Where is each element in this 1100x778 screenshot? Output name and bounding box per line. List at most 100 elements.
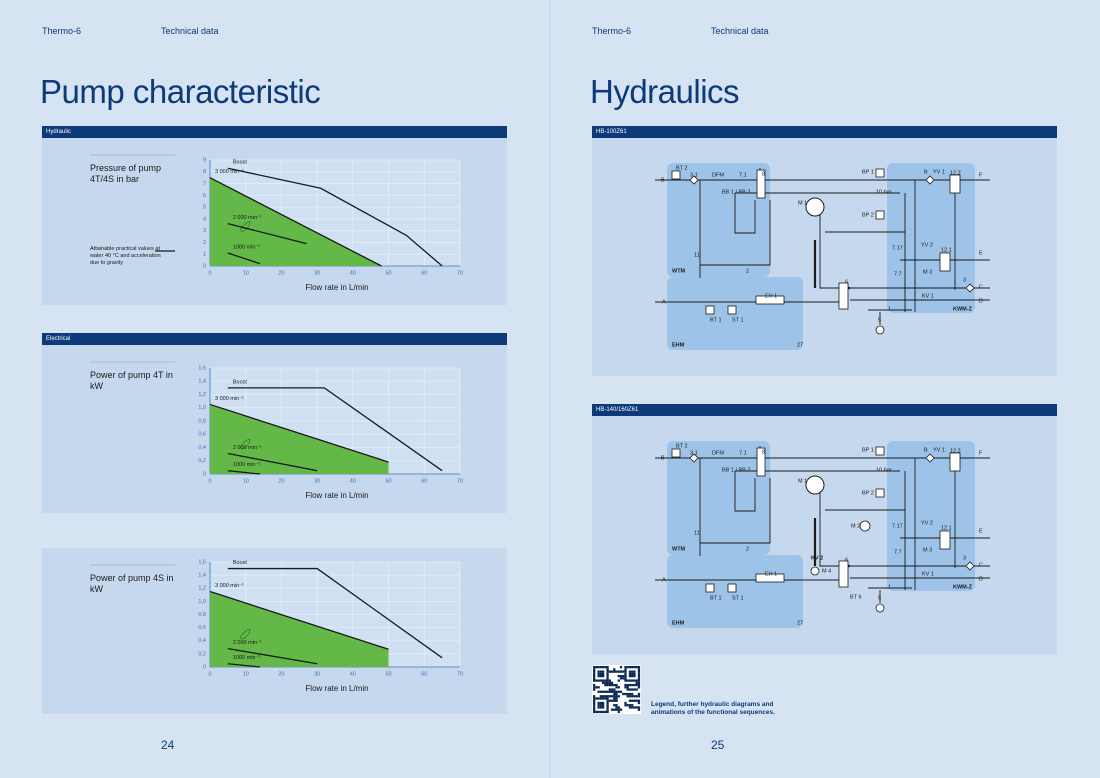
y-tick-label: 0,4	[198, 445, 206, 451]
component-label: B	[924, 447, 928, 453]
component-label: 11	[694, 252, 700, 258]
qr-module	[593, 699, 596, 702]
chart-caption: Power of pump 4T in kW	[90, 370, 173, 391]
qr-module	[601, 690, 605, 693]
x-tick-label: 40	[350, 671, 356, 677]
qr-module	[637, 695, 641, 698]
component-label: 10 bar	[876, 189, 892, 195]
qr-module	[628, 683, 632, 687]
component-label: 7.7	[894, 549, 902, 555]
x-tick-label: 70	[457, 270, 463, 276]
qr-module	[606, 677, 609, 680]
section-bar	[592, 126, 1057, 138]
y-tick-label: 0	[203, 664, 206, 670]
curve-label: 1000 min⁻¹	[233, 462, 261, 468]
qr-module	[613, 690, 616, 693]
y-tick-label: 1,4	[198, 379, 206, 385]
qr-module	[617, 670, 620, 673]
component-label: BT 6	[850, 594, 862, 600]
qr-module	[635, 681, 638, 684]
qr-module	[601, 704, 605, 707]
qr-module	[637, 686, 641, 689]
qr-module	[628, 688, 632, 691]
component-label: 11	[694, 530, 700, 536]
component-label: EH 1	[765, 293, 777, 299]
curve-label: 3 000 min⁻¹	[215, 396, 244, 402]
qr-module	[631, 688, 634, 691]
qr-module	[597, 666, 600, 669]
x-axis-title: Flow rate in L/min	[305, 491, 368, 500]
qr-module	[631, 683, 634, 687]
qr-module	[622, 677, 625, 680]
y-tick-label: 5	[203, 205, 206, 211]
curve	[227, 470, 261, 475]
x-tick-label: 70	[457, 671, 463, 677]
qr-module	[631, 670, 634, 673]
qr-module	[610, 708, 614, 711]
qr-module	[613, 708, 616, 711]
section-label: HB-100Z61	[596, 128, 627, 135]
qr-module	[617, 695, 620, 698]
component-label: BP 1	[862, 169, 874, 175]
qr-module	[622, 692, 625, 696]
qr-module	[622, 674, 625, 678]
qr-module	[619, 708, 623, 711]
qr-module	[606, 672, 609, 676]
component-label: BP 1	[862, 447, 874, 453]
section-bar	[42, 126, 507, 138]
qr-module	[624, 666, 627, 669]
component-label: DFM	[712, 172, 724, 178]
y-tick-label: 8	[203, 169, 206, 175]
x-tick-label: 60	[421, 270, 427, 276]
qr-module	[628, 695, 632, 698]
component-label: 3	[963, 277, 966, 283]
qr-module	[626, 704, 629, 707]
component-label: M 4	[822, 568, 831, 574]
y-tick-label: 0	[203, 263, 206, 269]
qr-module	[628, 672, 632, 676]
x-tick-label: 20	[278, 478, 284, 484]
qr-module	[615, 670, 618, 673]
qr-module	[613, 699, 616, 702]
qr-module	[606, 668, 609, 671]
x-axis-title: Flow rate in L/min	[305, 684, 368, 693]
qr-module	[604, 681, 607, 684]
component-label: M 3	[923, 547, 932, 553]
qr-module	[601, 679, 605, 682]
qr-module	[619, 666, 623, 669]
qr-module	[613, 688, 616, 691]
component-label: KWM-Z	[953, 306, 973, 312]
component-label: BT 1	[710, 317, 722, 323]
component-label: 3.1	[690, 172, 698, 178]
component-label: 1	[888, 584, 891, 590]
qr-module	[606, 706, 609, 709]
page-number: 24	[161, 738, 175, 752]
qr-module	[624, 692, 627, 696]
qr-module	[597, 710, 600, 714]
qr-module	[613, 692, 616, 696]
section-bar	[592, 404, 1057, 416]
component-label: E	[979, 250, 983, 256]
component-label: D	[979, 298, 983, 304]
qr-module	[610, 681, 614, 684]
qr-module	[604, 697, 607, 700]
qr-module	[593, 697, 596, 700]
qr-module	[633, 699, 636, 702]
curve-label: Boost	[233, 560, 248, 566]
curve	[227, 222, 307, 245]
section-bar	[42, 333, 507, 345]
component-label: EHM	[672, 342, 685, 348]
component-label: YV 2	[921, 242, 933, 248]
qr-module	[593, 688, 596, 691]
qr-module	[619, 677, 623, 680]
curve	[227, 647, 318, 665]
component-label: 12.2	[950, 448, 961, 454]
y-tick-label: 0,6	[198, 432, 206, 438]
qr-module	[608, 688, 611, 691]
component-label: BT 1	[710, 595, 722, 601]
qr-module	[606, 704, 609, 707]
qr-module	[606, 699, 609, 702]
x-tick-label: 20	[278, 270, 284, 276]
qr-module	[633, 706, 636, 709]
